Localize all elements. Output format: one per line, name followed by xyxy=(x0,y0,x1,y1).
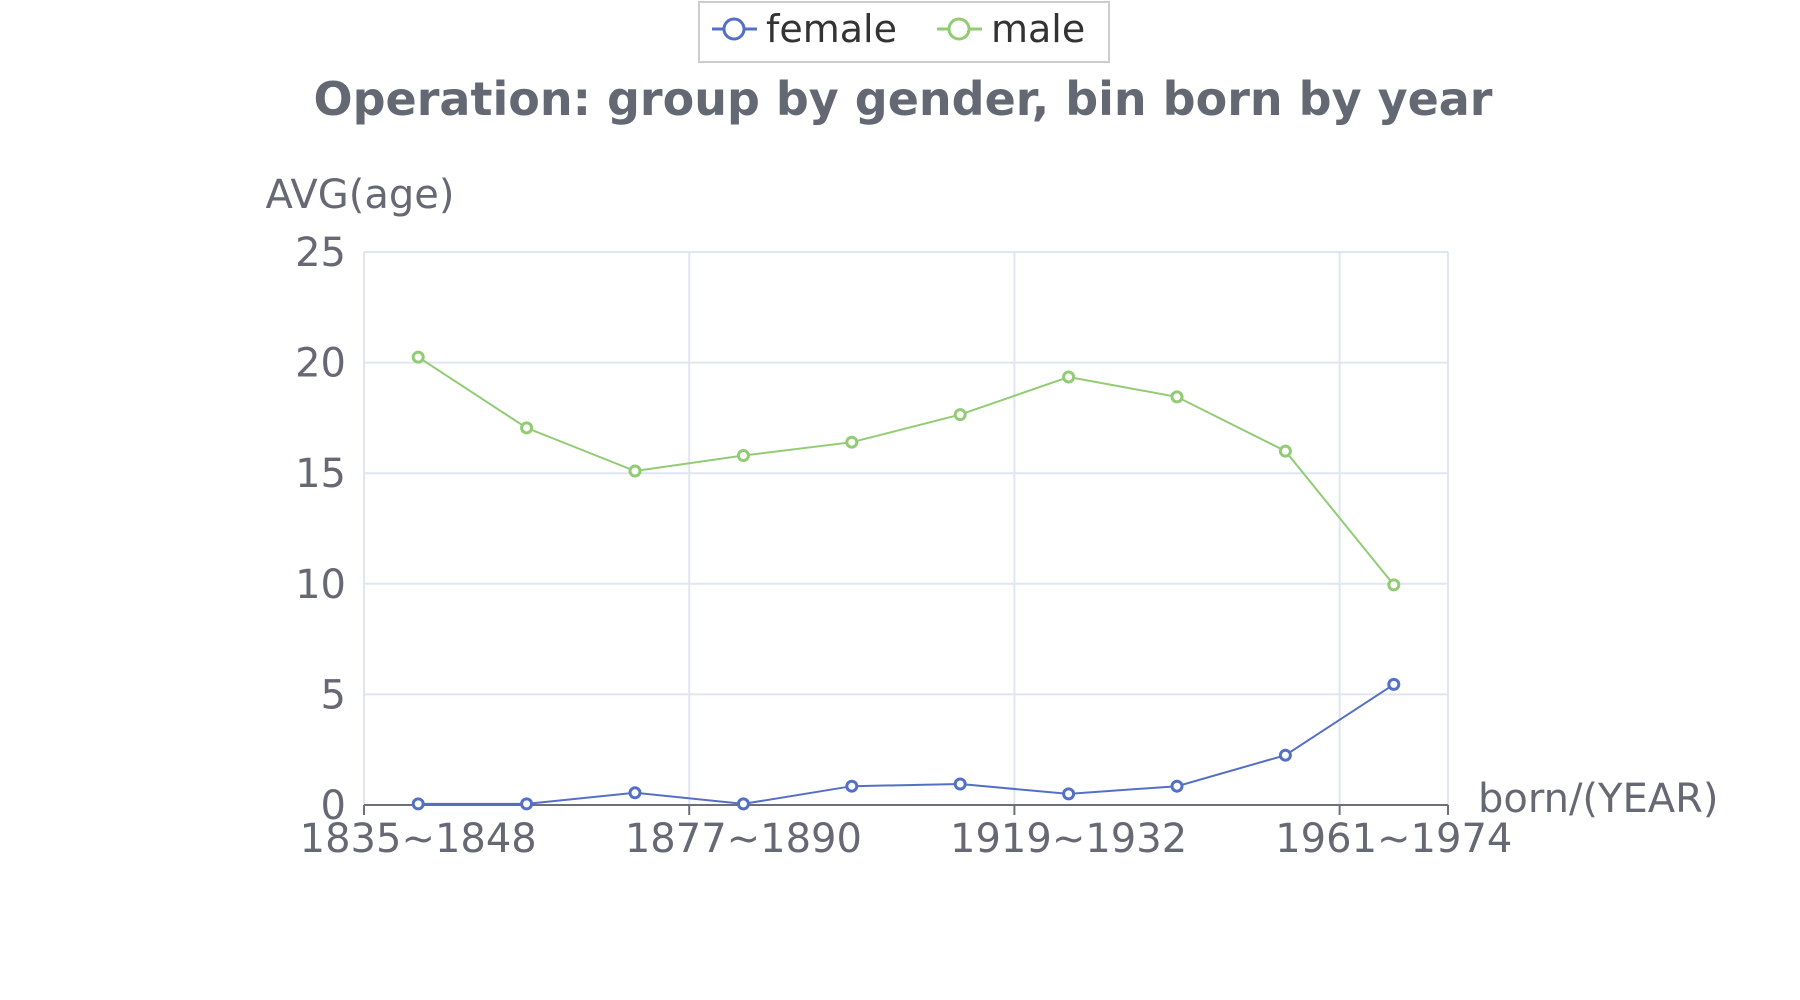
legend-female-marker xyxy=(722,17,746,41)
data-point-male[interactable] xyxy=(1170,390,1184,404)
data-point-female[interactable] xyxy=(411,797,425,811)
legend-item-female[interactable]: female xyxy=(712,7,897,51)
x-tick-label: 1877~1890 xyxy=(625,816,862,862)
series-male xyxy=(411,350,1401,592)
data-point-female[interactable] xyxy=(953,777,967,791)
x-tick-label: 1919~1932 xyxy=(950,816,1187,862)
data-point-female[interactable] xyxy=(1062,787,1076,801)
y-axis-ticks: 0 5 10 15 20 25 xyxy=(295,230,346,829)
data-point-female[interactable] xyxy=(845,779,859,793)
y-tick-label: 25 xyxy=(295,230,346,276)
y-axis-title: AVG(age) xyxy=(266,172,455,218)
data-point-male[interactable] xyxy=(845,435,859,449)
legend-box xyxy=(698,1,1110,63)
data-point-female[interactable] xyxy=(736,797,750,811)
data-point-male[interactable] xyxy=(411,350,425,364)
data-point-female[interactable] xyxy=(520,797,534,811)
y-tick-label: 10 xyxy=(295,562,346,608)
x-tick-label: 1961~1974 xyxy=(1275,816,1512,862)
series-line-male xyxy=(417,356,1395,586)
y-tick-label: 0 xyxy=(321,783,346,829)
series-line-female xyxy=(418,683,1395,805)
data-point-male[interactable] xyxy=(1062,370,1076,384)
grid xyxy=(363,251,1449,805)
chart-title: Operation: group by gender, bin born by … xyxy=(314,72,1493,126)
legend: female male xyxy=(698,1,1110,63)
series-layer xyxy=(411,350,1401,811)
data-point-male[interactable] xyxy=(628,464,642,478)
data-point-male[interactable] xyxy=(520,421,534,435)
data-point-male[interactable] xyxy=(953,408,967,422)
series-female xyxy=(411,677,1401,811)
data-point-male[interactable] xyxy=(736,449,750,462)
legend-female-label: female xyxy=(766,7,897,51)
legend-item-male[interactable]: male xyxy=(937,7,1085,51)
y-tick-label: 20 xyxy=(295,341,346,387)
x-axis: 1835~1848 1877~1890 1919~1932 1961~1974 xyxy=(300,804,1512,862)
data-point-male[interactable] xyxy=(1278,444,1292,458)
data-point-male[interactable] xyxy=(1387,578,1401,592)
data-point-female[interactable] xyxy=(1170,779,1184,793)
y-tick-label: 15 xyxy=(295,451,346,497)
x-tick-label: 1835~1848 xyxy=(300,816,537,862)
x-axis-title: born/(YEAR) xyxy=(1478,776,1719,822)
legend-male-label: male xyxy=(991,7,1085,51)
y-tick-label: 5 xyxy=(321,672,346,718)
legend-male-marker xyxy=(947,17,971,41)
data-point-female[interactable] xyxy=(1278,748,1292,762)
data-point-female[interactable] xyxy=(628,786,642,800)
data-point-female[interactable] xyxy=(1387,677,1401,691)
